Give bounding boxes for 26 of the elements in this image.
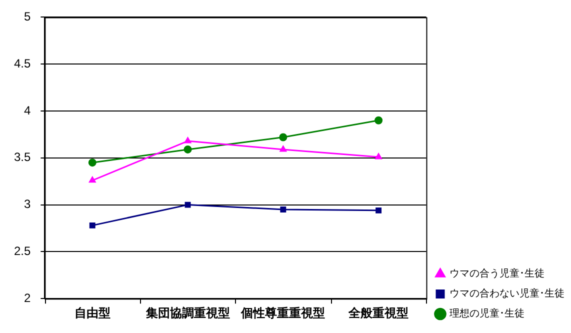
x-tick-label: 個性尊重重視型 xyxy=(240,306,326,320)
legend-label: ウマの合う児童･生徒 xyxy=(449,268,544,280)
point xyxy=(376,207,382,214)
point xyxy=(374,116,383,124)
x-tick-label: 自由型 xyxy=(74,306,110,320)
point xyxy=(184,137,192,144)
point xyxy=(184,202,191,208)
point xyxy=(279,133,288,142)
point xyxy=(280,206,286,212)
point xyxy=(375,152,382,160)
legend-label: ウマの合わない児童･生徒 xyxy=(449,288,564,300)
point xyxy=(89,222,96,228)
y-tick-label: 2 xyxy=(24,290,31,305)
point xyxy=(184,145,192,154)
legend-label: 理想の児童･生徒 xyxy=(449,308,524,320)
x-tick-label: 集団協調重視型 xyxy=(144,306,230,320)
y-tick-label: 3 xyxy=(24,197,31,212)
y-tick-label: 4 xyxy=(24,103,31,118)
point xyxy=(88,176,96,183)
y-tick-label: 2.5 xyxy=(14,244,31,258)
y-tick-label: 5 xyxy=(24,10,31,24)
x-tick-label: 全般重視型 xyxy=(348,306,409,320)
point xyxy=(280,145,287,152)
point xyxy=(88,158,96,167)
y-tick-label: 3.5 xyxy=(14,150,31,164)
y-tick-label: 4.5 xyxy=(14,56,31,70)
